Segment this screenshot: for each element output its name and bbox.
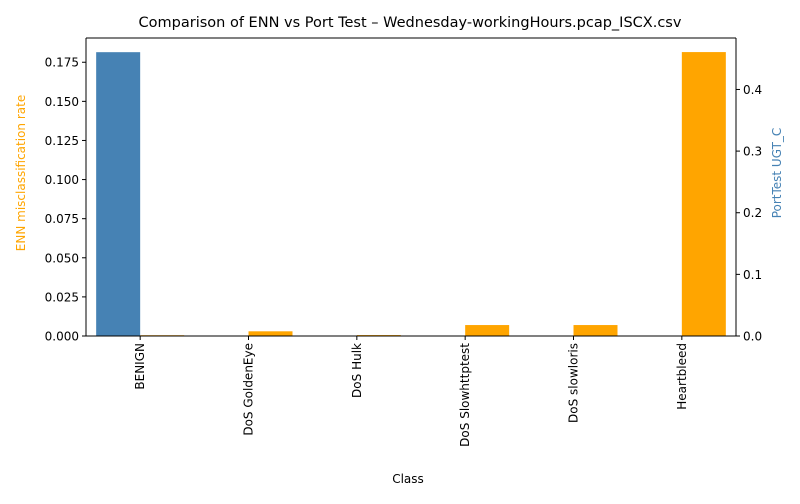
y-right-tick-label-2: 0.2 xyxy=(743,206,762,220)
enn-bar-1 xyxy=(248,331,293,336)
enn-bar-4 xyxy=(573,325,618,336)
y-right-tick-label-1: 0.1 xyxy=(743,268,762,282)
bars-layer xyxy=(96,52,726,337)
y-left-tick-label-0: 0.000 xyxy=(45,330,79,344)
y-axis-left-label: ENN misclassification rate xyxy=(14,95,28,251)
enn-bar-3 xyxy=(465,325,510,336)
x-tick-label-5: Heartbleed xyxy=(675,343,689,410)
y-left-tick-label-1: 0.025 xyxy=(45,290,79,304)
porttest-bar-0 xyxy=(96,52,141,336)
y-left-tick-label-2: 0.050 xyxy=(45,251,79,265)
y-axis-right-label: PortTest UGT_C xyxy=(770,128,784,219)
chart-title: Comparison of ENN vs Port Test – Wednesd… xyxy=(139,15,682,31)
y-left-tick-label-4: 0.100 xyxy=(45,173,79,187)
axes-layer: 0.000 0.025 0.050 0.075 0.100 0.125 0.150 0.175… xyxy=(45,37,762,447)
enn-bar-5 xyxy=(681,52,726,337)
x-tick-label-2: DoS Hulk xyxy=(350,343,364,398)
y-left-tick-label-3: 0.075 xyxy=(45,212,79,226)
y-left-tick-label-5: 0.125 xyxy=(45,134,79,148)
x-tick-label-3: DoS Slowhttptest xyxy=(458,343,472,447)
x-tick-label-0: BENIGN xyxy=(133,343,147,390)
y-right-tick-label-0: 0.0 xyxy=(743,330,762,344)
y-left-tick-label-6: 0.150 xyxy=(45,95,79,109)
x-tick-label-1: DoS GoldenEye xyxy=(242,343,256,436)
y-left-tick-label-7: 0.175 xyxy=(45,56,79,70)
y-right-tick-label-4: 0.4 xyxy=(743,83,762,97)
x-tick-label-4: DoS slowloris xyxy=(567,343,581,423)
x-axis-label: Class xyxy=(392,472,424,486)
y-right-tick-label-3: 0.3 xyxy=(743,145,762,159)
